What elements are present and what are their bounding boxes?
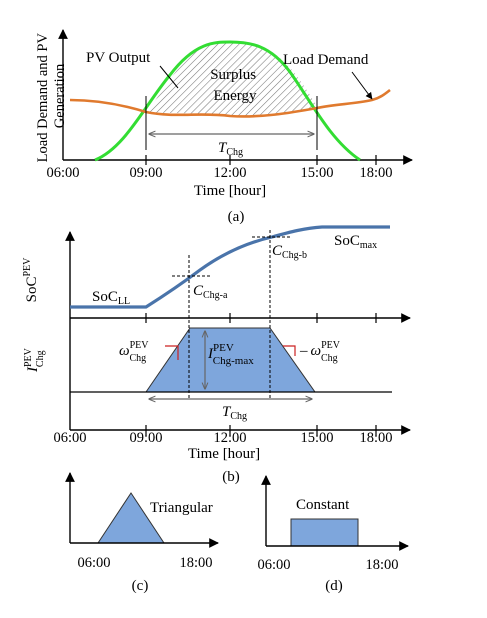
c-tick-start: 06:00: [77, 555, 110, 571]
a-tick-labels: 06:00 09:00 12:00 15:00 18:00: [46, 165, 392, 181]
imax-label: IPEV Chg-max: [207, 342, 254, 367]
pv-label-leader: [159, 65, 179, 89]
b-caption: (b): [222, 469, 240, 485]
b-tick-label: 12:00: [213, 430, 246, 446]
ramp-down-bracket: [283, 345, 296, 356]
current-axis-label: IPEVChg: [23, 347, 46, 373]
soc-ll-label: SoCLL: [92, 289, 130, 307]
a-tchg-label: TChg: [218, 140, 243, 158]
pv-output-label: PV Output: [86, 50, 151, 66]
panel-d: Constant 06:00 18:00 (d): [257, 475, 409, 594]
constant-label: Constant: [296, 497, 350, 513]
panel-c: Triangular 06:00 18:00 (c): [65, 472, 219, 594]
surplus-energy-label: Surplus Energy: [210, 67, 260, 104]
load-label-leader: [351, 71, 373, 100]
triangular-label: Triangular: [150, 500, 213, 516]
b-tick-label: 06:00: [53, 430, 86, 446]
constant-profile: [290, 518, 359, 547]
a-tick-label: 15:00: [300, 165, 333, 181]
d-caption: (d): [325, 578, 343, 594]
load-demand-label: Load Demand: [283, 52, 369, 68]
panel-a: Load Demand and PV Generation PV Output …: [35, 29, 413, 225]
a-tick-label: 18:00: [359, 165, 392, 181]
panel-b: SoCPEV IPEVChg SoCLL SoCmax CChg-a CChg-…: [22, 225, 411, 485]
soc-max-label: SoCmax: [334, 233, 377, 251]
c-chg-b-label: CChg-b: [272, 243, 307, 261]
b-tick-labels: 06:00 09:00 12:00 15:00 18:00: [53, 430, 392, 446]
a-tick-label: 09:00: [129, 165, 162, 181]
c-caption: (c): [132, 578, 149, 594]
soc-axis-label: SoCPEV: [22, 257, 40, 303]
ramp-up-bracket: [165, 345, 179, 360]
load-demand-curve: [69, 88, 391, 118]
a-tick-label: 12:00: [213, 165, 246, 181]
b-tick-label: 15:00: [300, 430, 333, 446]
c-tick-end: 18:00: [179, 555, 212, 571]
b-tick-label: 09:00: [129, 430, 162, 446]
a-xlabel: Time [hour]: [194, 183, 266, 199]
b-tick-label: 18:00: [359, 430, 392, 446]
b-tchg-label: TChg: [222, 404, 247, 422]
soc-curve: [70, 225, 390, 309]
d-tick-start: 06:00: [257, 557, 290, 573]
b-ticks: [145, 313, 377, 435]
c-chg-a-label: CChg-a: [193, 283, 228, 301]
omega-ramp-up-label: ωPEV Chg: [119, 340, 149, 364]
a-caption: (a): [228, 209, 245, 225]
b-dashed-guides: [172, 230, 292, 400]
omega-ramp-down-label: – ωPEV Chg: [299, 340, 341, 364]
a-tick-label: 06:00: [46, 165, 79, 181]
d-tick-end: 18:00: [365, 557, 398, 573]
a-ticks: [145, 155, 377, 165]
b-xlabel: Time [hour]: [188, 446, 260, 462]
a-ylabel: Load Demand and PV Generation: [35, 30, 68, 163]
surplus-energy-region: [147, 42, 318, 117]
